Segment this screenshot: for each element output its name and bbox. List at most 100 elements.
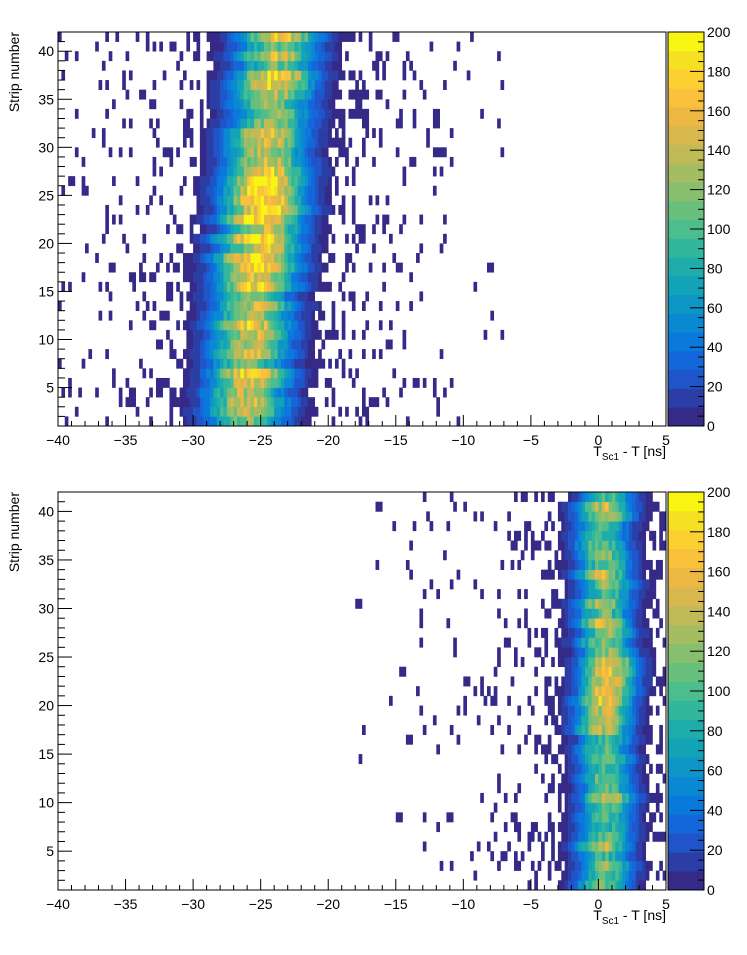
heatmap-cell <box>250 291 255 302</box>
heatmap-cell <box>294 339 299 350</box>
heatmap-cell <box>311 41 316 52</box>
heatmap-cell <box>318 99 322 110</box>
x-tick-label: −20 <box>316 432 340 448</box>
heatmap-cell <box>74 406 79 417</box>
heatmap-cell <box>537 540 542 551</box>
heatmap-cell <box>334 137 339 148</box>
heatmap-cell <box>199 291 204 302</box>
heatmap-cell <box>328 253 332 263</box>
heatmap-cell <box>206 156 211 167</box>
heatmap-cell <box>240 233 245 244</box>
heatmap-cell <box>280 339 285 350</box>
heatmap-cell <box>662 773 667 784</box>
heatmap-cell <box>608 724 613 735</box>
heatmap-cell <box>280 176 285 187</box>
heatmap-cell <box>210 147 214 158</box>
heatmap-cell <box>564 637 569 648</box>
heatmap-cell <box>58 358 62 369</box>
heatmap-cell <box>500 559 505 570</box>
heatmap-cell <box>601 579 606 590</box>
heatmap-cell <box>274 339 278 350</box>
heatmap-cell <box>233 387 238 398</box>
heatmap-cell <box>230 329 234 340</box>
heatmap-cell <box>564 657 569 668</box>
heatmap-cell <box>574 666 579 677</box>
heatmap-cell <box>304 99 309 110</box>
heatmap-cell <box>588 724 592 735</box>
heatmap-cell <box>324 377 329 388</box>
heatmap-cell <box>182 262 187 273</box>
heatmap-cell <box>287 329 292 340</box>
heatmap-cell <box>628 579 633 590</box>
heatmap-cell <box>223 32 228 42</box>
heatmap-cell <box>574 763 579 774</box>
color-scale-band <box>668 586 704 607</box>
heatmap-cell <box>253 358 258 369</box>
heatmap-cell <box>432 387 437 398</box>
z-tick-label: 100 <box>707 221 731 237</box>
heatmap-cell <box>213 70 218 81</box>
heatmap-cell <box>199 243 204 254</box>
heatmap-cell <box>237 176 241 187</box>
heatmap-cell <box>240 156 245 167</box>
heatmap-cell <box>220 41 224 52</box>
heatmap-cell <box>568 870 572 881</box>
heatmap-cell <box>588 792 592 803</box>
heatmap-cell <box>297 195 302 206</box>
heatmap-cell <box>277 41 282 52</box>
heatmap-cell <box>601 521 606 532</box>
heatmap-cell <box>341 70 346 81</box>
heatmap-cell <box>223 51 228 62</box>
heatmap-cell <box>638 792 643 803</box>
heatmap-cell <box>345 253 349 263</box>
heatmap-cell <box>159 387 164 398</box>
heatmap-cell <box>598 521 603 532</box>
heatmap-cell <box>172 41 177 52</box>
heatmap-cell <box>568 501 572 512</box>
heatmap-cell <box>196 253 201 263</box>
heatmap-cell <box>264 60 268 71</box>
heatmap-cell <box>547 705 552 716</box>
heatmap-cell <box>311 195 316 206</box>
heatmap-cell <box>223 358 228 369</box>
heatmap-cell <box>625 647 630 658</box>
heatmap-cell <box>568 851 572 862</box>
heatmap-cell <box>655 831 660 842</box>
heatmap-cell <box>203 243 207 254</box>
heatmap-cell <box>68 377 72 388</box>
heatmap-cell <box>503 618 508 629</box>
heatmap-cell <box>277 108 282 119</box>
x-tick-label: −35 <box>114 432 138 448</box>
heatmap-cell <box>243 147 248 158</box>
heatmap-cell <box>210 301 214 311</box>
heatmap-cell <box>169 204 174 215</box>
heatmap-cell <box>334 60 339 71</box>
heatmap-cell <box>237 320 241 331</box>
heatmap-cell <box>635 705 640 716</box>
heatmap-cell <box>483 695 488 706</box>
heatmap-cell <box>78 387 82 398</box>
heatmap-cell <box>314 108 319 119</box>
heatmap-cell <box>226 377 231 388</box>
heatmap-cell <box>584 608 589 619</box>
heatmap-cell <box>247 147 251 158</box>
heatmap-cell <box>638 783 643 794</box>
heatmap-cell <box>362 329 366 340</box>
heatmap-cell <box>226 368 231 379</box>
heatmap-cell <box>189 253 194 263</box>
heatmap-cell <box>638 598 643 609</box>
heatmap-cell <box>635 559 640 570</box>
heatmap-cell <box>642 686 647 697</box>
heatmap-cell <box>473 579 478 590</box>
heatmap-cell <box>216 214 221 225</box>
heatmap-cell <box>645 598 650 609</box>
heatmap-cell <box>618 598 623 609</box>
heatmap-cell <box>216 156 221 167</box>
heatmap-cell <box>230 320 234 331</box>
heatmap-cell <box>176 147 180 158</box>
heatmap-cell <box>598 530 603 541</box>
heatmap-cell <box>280 387 285 398</box>
heatmap-cell <box>581 521 586 532</box>
heatmap-cell <box>226 291 231 302</box>
